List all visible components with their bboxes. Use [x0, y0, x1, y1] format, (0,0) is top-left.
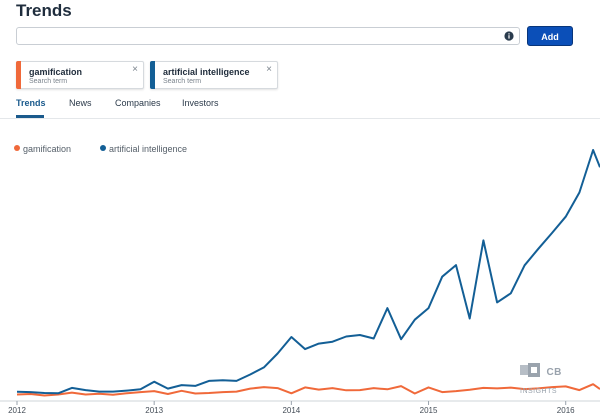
- close-icon[interactable]: ×: [266, 64, 272, 75]
- tab-investors[interactable]: Investors: [182, 98, 219, 108]
- tab-bar: Trends News Companies Investors: [0, 96, 600, 119]
- term-chip-artificial-intelligence[interactable]: artificial intelligence Search term ×: [150, 61, 278, 89]
- search-input[interactable]: [17, 30, 499, 47]
- legend-label: gamification: [23, 144, 72, 154]
- tab-companies[interactable]: Companies: [115, 98, 161, 108]
- watermark-brand: CB: [546, 367, 562, 378]
- x-tick-label-2013: 2013: [145, 406, 163, 415]
- legend-item-artificial-intelligence[interactable]: artificial intelligence: [100, 144, 187, 154]
- term-chip-gamification[interactable]: gamification Search term ×: [16, 61, 144, 89]
- x-tick-label-2016: 2016: [557, 406, 575, 415]
- tab-news[interactable]: News: [69, 98, 92, 108]
- legend-dot: [100, 145, 106, 151]
- x-tick-label-2014: 2014: [282, 406, 300, 415]
- term-sub: Search term: [29, 78, 68, 85]
- x-tick-label-2012: 2012: [8, 406, 26, 415]
- info-icon[interactable]: [504, 31, 514, 41]
- cb-insights-logo: CB INSIGHTS: [520, 362, 600, 398]
- search-box[interactable]: [16, 27, 520, 47]
- term-color-bar: [16, 61, 21, 89]
- legend-item-gamification[interactable]: gamification: [14, 144, 71, 154]
- term-color-bar: [150, 61, 155, 89]
- tab-trends[interactable]: Trends: [16, 98, 46, 108]
- cb-insights-mark-icon: [520, 363, 540, 377]
- term-name: artificial intelligence: [163, 67, 250, 77]
- x-tick-label-2015: 2015: [420, 406, 438, 415]
- legend-label: artificial intelligence: [109, 144, 188, 154]
- term-sub: Search term: [163, 78, 202, 85]
- watermark-suffix: INSIGHTS: [520, 388, 558, 395]
- series-line-artificial-intelligence[interactable]: [16, 149, 600, 395]
- series-line-gamification[interactable]: [16, 383, 600, 397]
- legend-dot: [14, 145, 20, 151]
- term-name: gamification: [29, 67, 83, 77]
- close-icon[interactable]: ×: [132, 64, 138, 75]
- active-tab-indicator: [16, 115, 44, 118]
- page-title: Trends: [16, 1, 72, 20]
- add-button[interactable]: Add: [527, 26, 573, 46]
